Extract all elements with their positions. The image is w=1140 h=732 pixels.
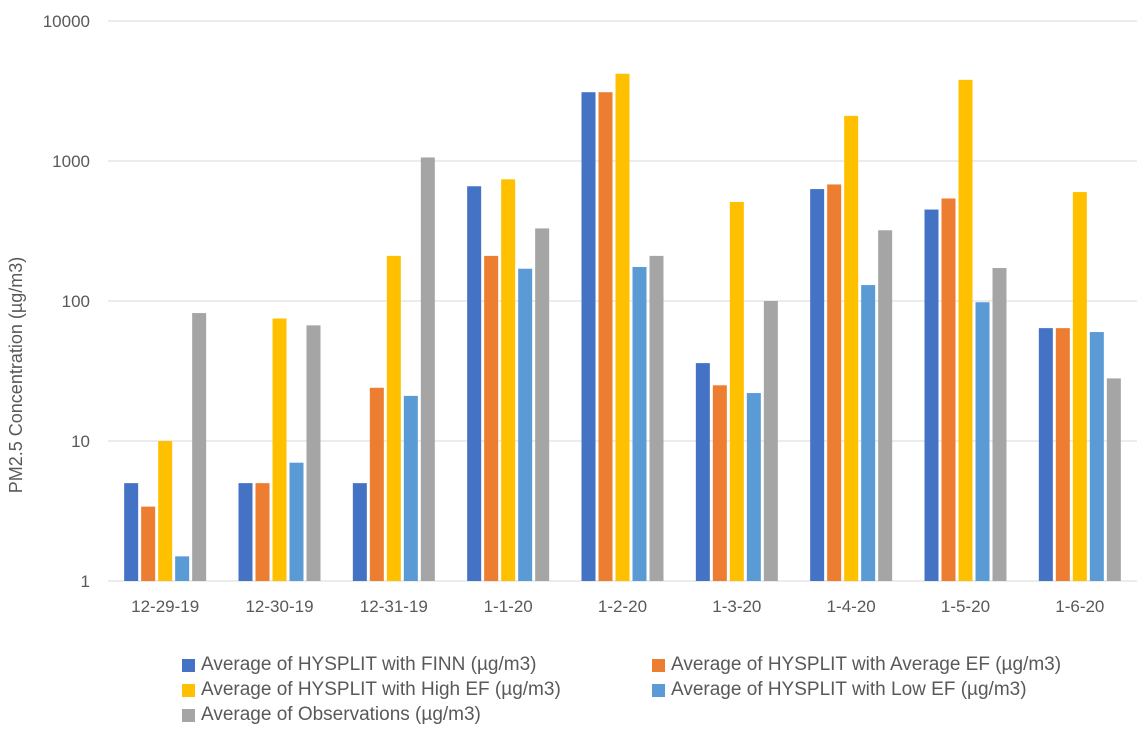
bar — [238, 483, 253, 581]
bar — [1089, 332, 1104, 581]
bar — [581, 92, 596, 582]
legend-swatch — [652, 683, 665, 697]
bar — [1055, 328, 1070, 581]
bar — [352, 483, 367, 581]
y-tick-label: 10 — [71, 432, 90, 451]
bar — [746, 393, 761, 581]
bar — [306, 325, 321, 581]
bar — [124, 483, 139, 581]
bar — [175, 556, 190, 581]
y-axis-ticks: 1 10 100 1000 10000 — [43, 12, 90, 591]
x-axis-ticks: 12-29-19 12-30-19 12-31-19 1-1-20 1-2-20 1-3-… — [131, 597, 1104, 616]
bar — [420, 157, 435, 581]
bar — [941, 198, 956, 581]
bar — [403, 395, 418, 581]
legend-label: Average of HYSPLIT with Average EF (µg/m… — [671, 654, 1062, 675]
x-tick-label: 1-1-20 — [484, 597, 533, 616]
bar — [1038, 328, 1053, 581]
y-tick-label: 1000 — [52, 152, 90, 171]
legend-item: Average of HYSPLIT with Average EF (µg/m… — [652, 654, 1061, 676]
y-axis-label: PM2.5 Concentration (µg/m3) — [6, 257, 26, 493]
bar — [861, 285, 876, 581]
bar — [255, 483, 270, 581]
bar — [1106, 378, 1121, 581]
x-tick-label: 12-29-19 — [131, 597, 199, 616]
bar — [615, 73, 630, 581]
x-tick-label: 1-3-20 — [712, 597, 761, 616]
y-tick-label: 100 — [62, 292, 90, 311]
bar — [1072, 192, 1087, 581]
bar — [467, 186, 482, 581]
bar — [535, 228, 550, 581]
bar — [598, 92, 613, 582]
y-tick-label: 10000 — [43, 12, 90, 31]
x-tick-label: 1-5-20 — [941, 597, 990, 616]
bar — [844, 115, 859, 582]
x-tick-label: 1-6-20 — [1055, 597, 1104, 616]
legend-label: Average of HYSPLIT with High EF (µg/m3) — [201, 679, 561, 700]
legend-swatch — [182, 708, 195, 722]
bar — [484, 255, 499, 582]
legend-label: Average of Observations (µg/m3) — [201, 704, 481, 725]
bars — [124, 73, 1121, 582]
bar — [763, 301, 778, 581]
x-tick-label: 1-2-20 — [598, 597, 647, 616]
bar — [386, 255, 401, 582]
y-tick-label: 1 — [81, 572, 90, 591]
x-tick-label: 12-30-19 — [245, 597, 313, 616]
bar — [158, 441, 173, 581]
bar — [649, 255, 664, 582]
legend-label: Average of HYSPLIT with Low EF (µg/m3) — [671, 679, 1027, 700]
bar — [192, 313, 207, 581]
bar — [632, 266, 647, 581]
legend-item: Average of HYSPLIT with Low EF (µg/m3) — [652, 679, 1027, 701]
bar — [729, 201, 744, 581]
bar — [141, 506, 156, 581]
legend-swatch — [182, 683, 195, 697]
legend-item: Average of HYSPLIT with FINN (µg/m3) — [182, 654, 536, 676]
bar — [958, 79, 973, 582]
bar — [369, 387, 384, 581]
bar — [810, 189, 825, 581]
legend-label: Average of HYSPLIT with FINN (µg/m3) — [201, 654, 537, 675]
bar — [501, 179, 516, 581]
bar — [924, 209, 939, 582]
bar — [827, 184, 842, 582]
legend-swatch — [182, 658, 195, 672]
bar — [695, 363, 710, 581]
legend-swatch — [652, 658, 665, 672]
bar — [975, 302, 990, 581]
x-tick-label: 1-4-20 — [827, 597, 876, 616]
bar — [712, 385, 727, 581]
bar — [878, 230, 893, 582]
bar — [518, 268, 533, 581]
legend-item: Average of HYSPLIT with High EF (µg/m3) — [182, 679, 561, 701]
x-tick-label: 12-31-19 — [360, 597, 428, 616]
bar — [992, 268, 1007, 581]
bar — [272, 318, 287, 581]
bar-chart: 1 10 100 1000 10000 12-29-19 12-30-19 12-31-19… — [6, 12, 1137, 616]
bar — [289, 462, 304, 581]
legend-item: Average of Observations (µg/m3) — [182, 704, 481, 726]
